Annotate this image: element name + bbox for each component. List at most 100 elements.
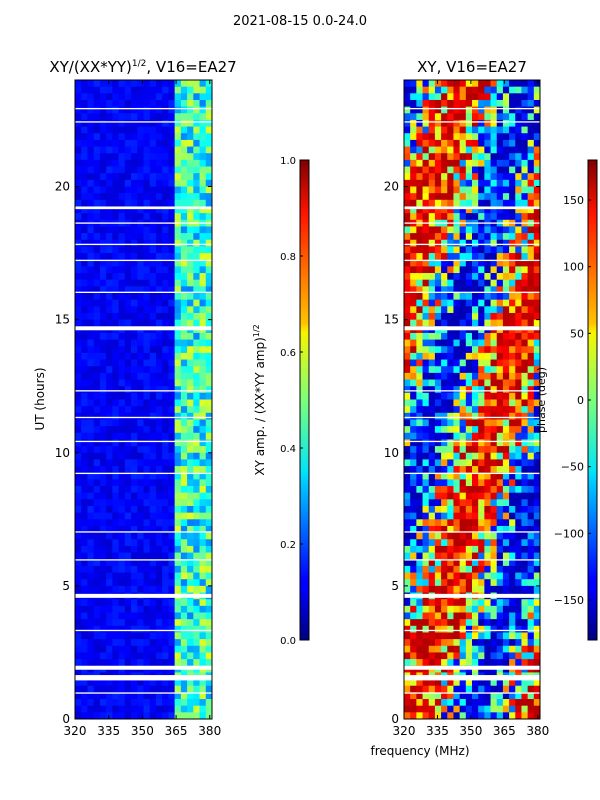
heatmap-cell (112, 246, 119, 254)
heatmap-cell (87, 599, 95, 607)
heatmap-cell (75, 359, 82, 367)
heatmap-cell (502, 619, 510, 627)
heatmap-cell (515, 605, 522, 613)
heatmap-cell (137, 299, 144, 307)
heatmap-cell (87, 506, 95, 514)
heatmap-cell (199, 432, 207, 440)
heatmap-cell (131, 612, 138, 620)
heatmap-cell (533, 432, 541, 440)
heatmap-cell (404, 452, 411, 460)
heatmap-cell (447, 193, 454, 201)
heatmap-cell (441, 579, 448, 587)
heatmap-cell (521, 559, 529, 567)
heatmap-cell (205, 699, 213, 707)
heatmap-cell (428, 293, 436, 301)
heatmap-cell (124, 679, 132, 687)
heatmap-cell (149, 126, 157, 134)
heatmap-cell (404, 139, 411, 147)
heatmap-cell (199, 512, 207, 520)
heatmap-cell (515, 472, 522, 480)
heatmap-cell (205, 432, 213, 440)
heatmap-cell (180, 253, 188, 261)
heatmap-cell (515, 652, 522, 660)
heatmap-cell (484, 206, 491, 214)
heatmap-cell (447, 519, 454, 527)
heatmap-cell (472, 286, 479, 294)
heatmap-cell (118, 139, 126, 147)
heatmap-cell (118, 512, 126, 520)
heatmap-cell (99, 652, 107, 660)
heatmap-cell (515, 293, 522, 301)
heatmap-cell (162, 119, 169, 127)
heatmap-cell (143, 712, 151, 720)
heatmap-cell (131, 286, 138, 294)
heatmap-cell (174, 312, 182, 321)
heatmap-cell (112, 146, 119, 154)
heatmap-cell (174, 545, 182, 553)
heatmap-cell (509, 406, 516, 414)
heatmap-cell (118, 352, 126, 360)
heatmap-cell (193, 226, 200, 234)
heatmap-cell (174, 379, 182, 387)
heatmap-cell (509, 133, 516, 141)
heatmap-cell (447, 173, 454, 181)
heatmap-cell (472, 399, 479, 407)
heatmap-cell (465, 99, 473, 108)
heatmap-cell (118, 312, 126, 321)
heatmap-cell (81, 173, 88, 181)
heatmap-cell (93, 406, 101, 414)
heatmap-cell (416, 312, 423, 321)
heatmap-cell (168, 239, 176, 247)
heatmap-cell (447, 499, 454, 507)
heatmap-cell (478, 685, 485, 693)
heatmap-cell (478, 699, 485, 707)
heatmap-cell (478, 366, 485, 374)
heatmap-cell (453, 452, 461, 460)
heatmap-cell (106, 439, 113, 447)
heatmap-cell (149, 273, 157, 281)
heatmap-cell (99, 179, 107, 187)
heatmap-cell (515, 379, 522, 387)
heatmap-cell (496, 312, 504, 321)
heatmap-cell (527, 319, 535, 327)
heatmap-cell (118, 585, 126, 593)
heatmap-cell (509, 452, 516, 460)
heatmap-cell (441, 266, 448, 274)
heatmap-cell (410, 432, 417, 440)
heatmap-cell (112, 659, 119, 667)
heatmap-cell (447, 286, 454, 294)
heatmap-cell (496, 93, 504, 101)
heatmap-cell (187, 339, 194, 347)
heatmap-cell (428, 579, 436, 587)
heatmap-cell (515, 559, 522, 567)
heatmap-cell (502, 499, 510, 507)
heatmap-cell (410, 119, 417, 127)
heatmap-cell (180, 266, 188, 274)
heatmap-cell (205, 199, 213, 207)
heatmap-cell (490, 233, 498, 241)
heatmap-cell (521, 439, 529, 447)
heatmap-cell (112, 712, 119, 720)
heatmap-cell (112, 452, 119, 460)
heatmap-cell (404, 80, 411, 88)
heatmap-cell (465, 239, 473, 247)
heatmap-cell (502, 279, 510, 287)
phase-colorbar-tick-label: −100 (554, 527, 584, 540)
heatmap-cell (490, 506, 498, 514)
heatmap-cell (502, 312, 510, 321)
heatmap-cell (93, 259, 101, 267)
heatmap-cell (484, 679, 491, 687)
heatmap-cell (521, 366, 529, 374)
heatmap-cell (174, 86, 182, 94)
heatmap-cell (124, 93, 132, 101)
heatmap-cell (187, 86, 194, 94)
heatmap-cell (87, 446, 95, 454)
heatmap-cell (168, 80, 176, 88)
heatmap-cell (478, 319, 485, 327)
heatmap-cell (459, 133, 467, 141)
heatmap-cell (484, 80, 491, 88)
heatmap-cell (453, 239, 461, 247)
heatmap-cell (112, 392, 119, 400)
heatmap-cell (527, 452, 535, 460)
heatmap-cell (478, 119, 485, 127)
